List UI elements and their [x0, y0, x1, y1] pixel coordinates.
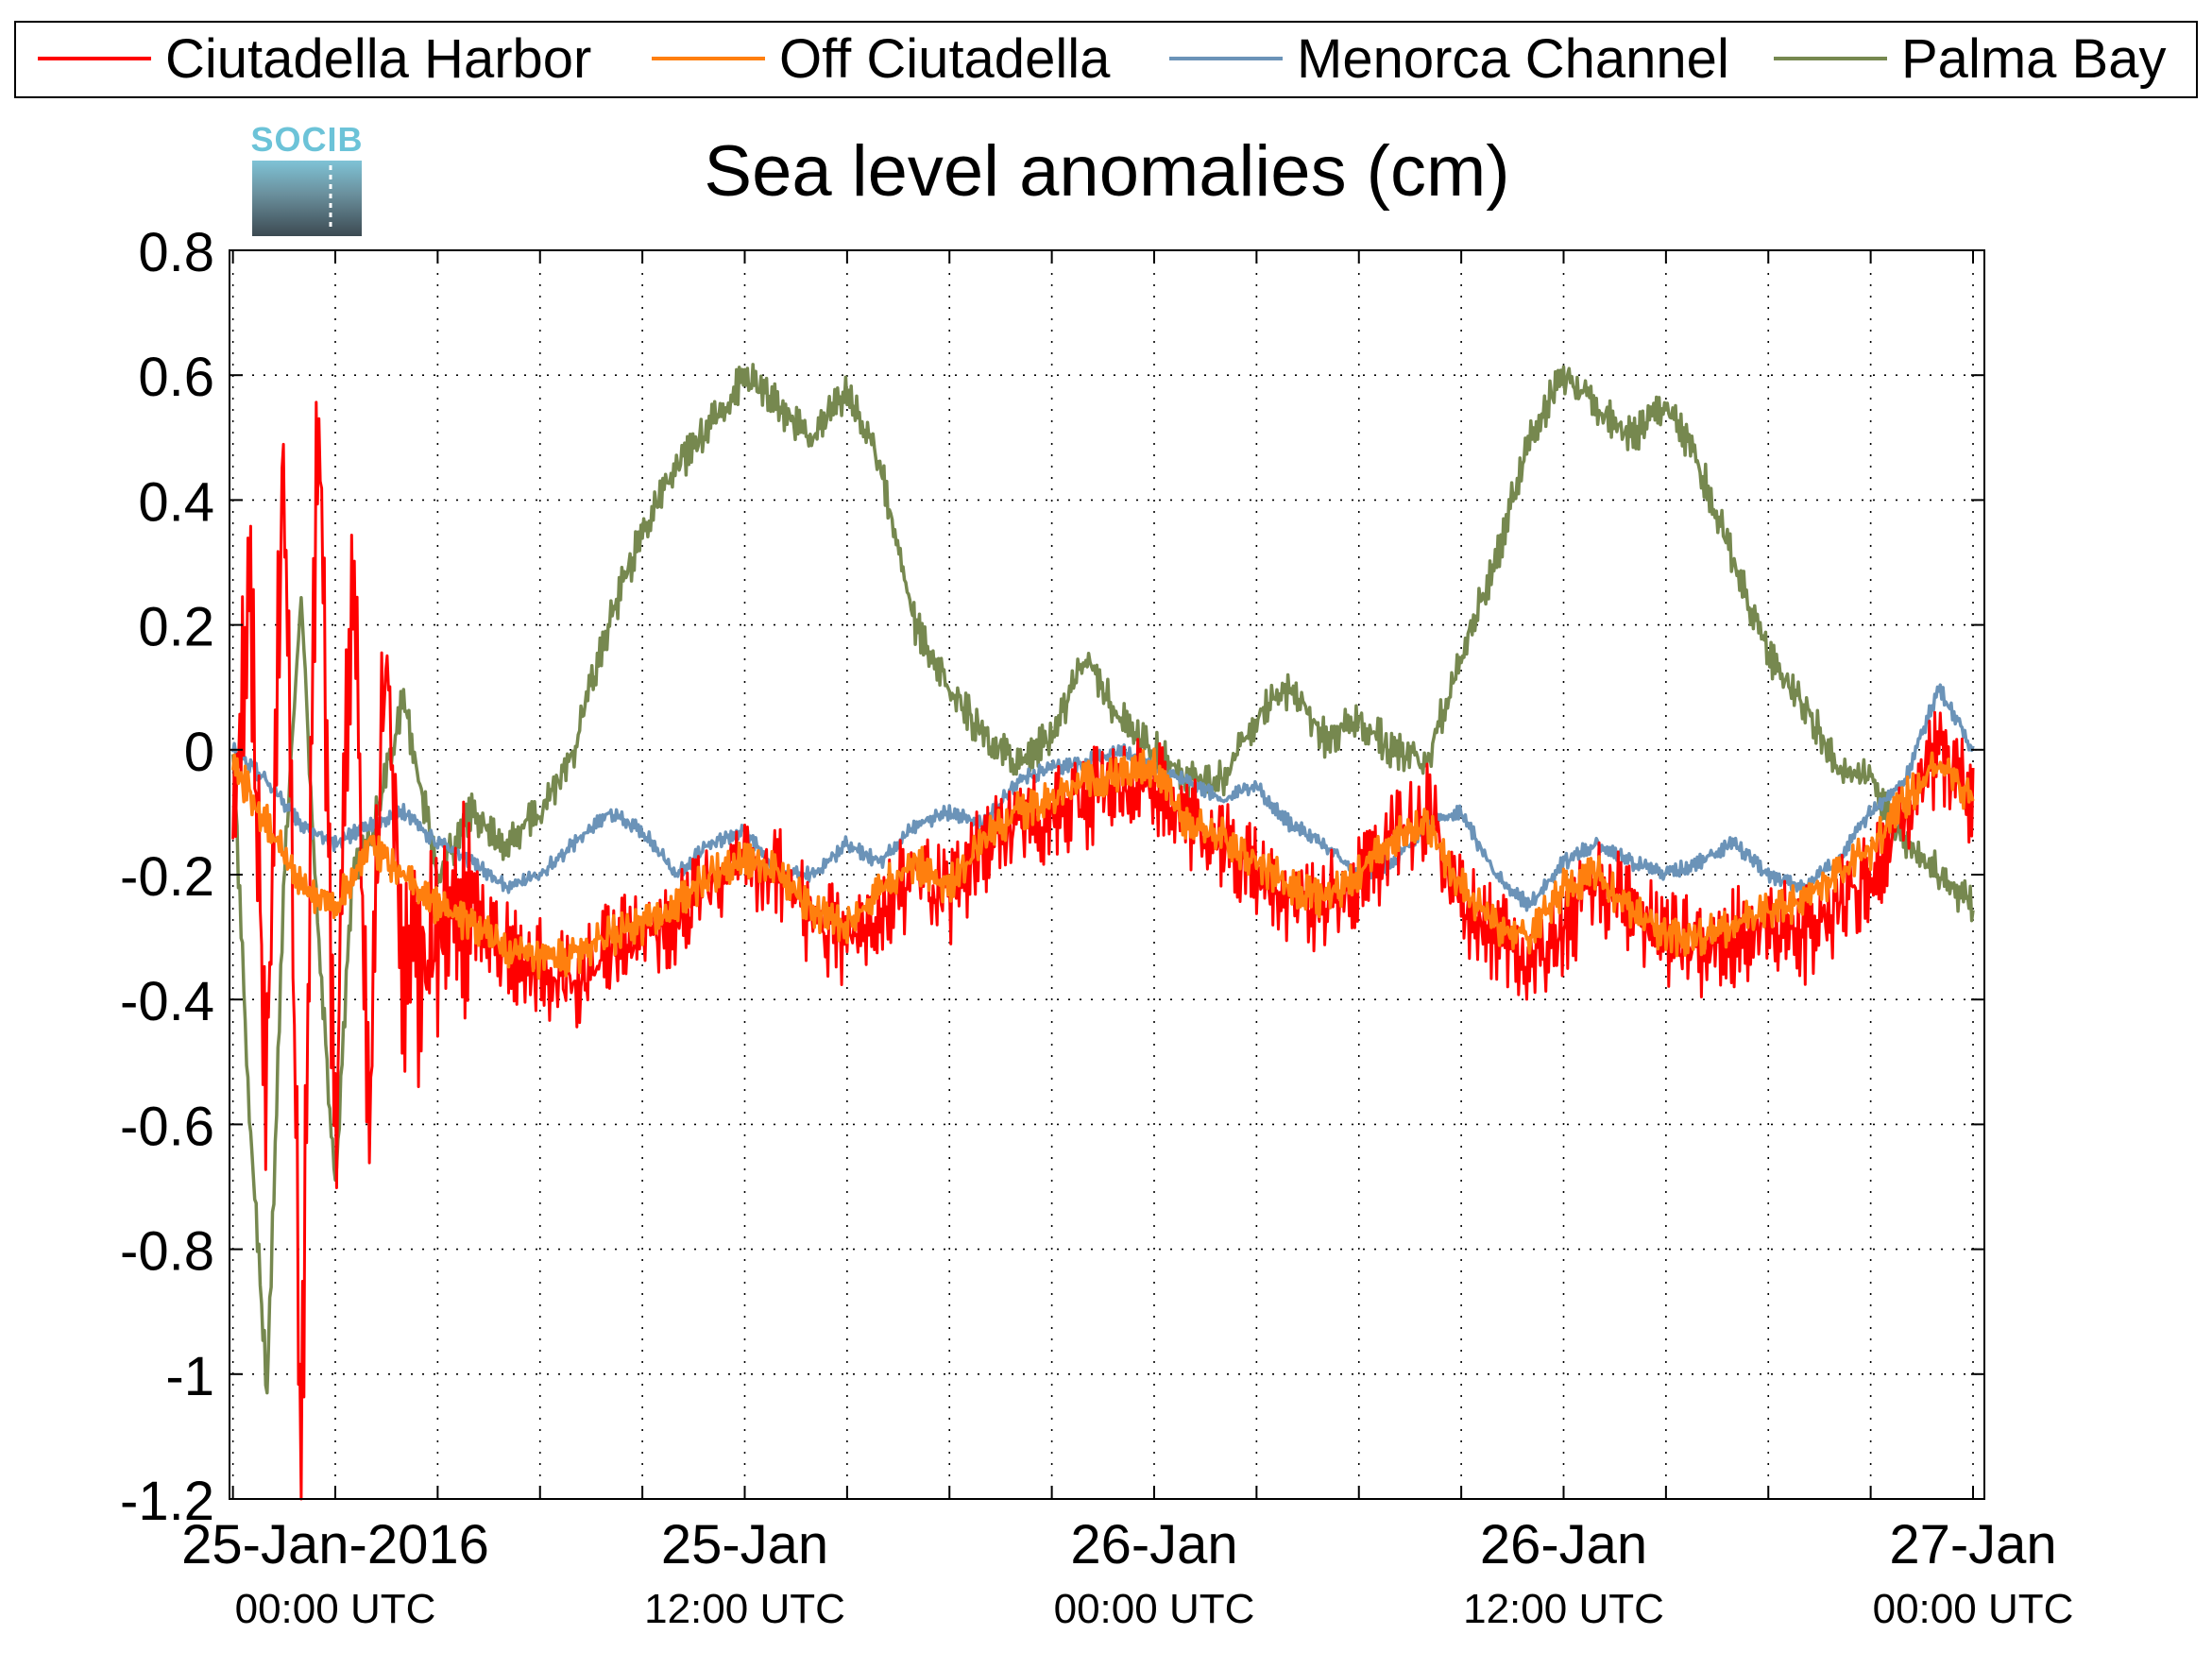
- x-tick-label-date: 25-Jan: [661, 1514, 828, 1575]
- series-line-palma-bay: [230, 363, 1975, 1395]
- y-tick-label: -1.2: [120, 1471, 214, 1532]
- socib-logo: SOCIB: [250, 120, 363, 236]
- x-tick-label-time: 12:00 UTC: [1463, 1586, 1664, 1632]
- y-tick-label: -0.2: [120, 846, 214, 908]
- socib-logo-block: [252, 161, 362, 236]
- y-tick-label: -0.4: [120, 971, 214, 1032]
- y-tick-label: 0.4: [138, 471, 214, 533]
- y-tick-label: -1: [165, 1346, 214, 1407]
- x-tick-label-date: 25-Jan-2016: [181, 1514, 489, 1575]
- legend-label: Menorca Channel: [1297, 28, 1729, 90]
- x-tick-label-date: 26-Jan: [1070, 1514, 1237, 1575]
- socib-logo-text: SOCIB: [250, 120, 363, 159]
- y-tick-label: 0.2: [138, 597, 214, 658]
- legend-label: Palma Bay: [1901, 28, 2166, 90]
- x-tick-label-date: 26-Jan: [1480, 1514, 1647, 1575]
- legend-label: Ciutadella Harbor: [165, 28, 591, 90]
- x-tick-labels: 25-Jan-2016 00:00 UTC 25-Jan 12:00 UTC 26-Ja…: [181, 1514, 2073, 1632]
- legend: Ciutadella Harbor Off Ciutadella Menorca C…: [14, 21, 2198, 98]
- series-layer: [230, 363, 1975, 1501]
- series-line-off-ciutadella: [230, 747, 1975, 980]
- ticks: [230, 249, 1984, 1500]
- y-tick-label: 0.8: [138, 222, 214, 283]
- chart-title: Sea level anomalies (cm): [704, 131, 1509, 212]
- y-tick-label: -0.8: [120, 1221, 214, 1283]
- series-line-ciutadella-harbor: [231, 400, 1975, 1501]
- x-tick-label-time: 12:00 UTC: [644, 1586, 845, 1632]
- y-tick-label: 0: [184, 722, 214, 783]
- legend-label: Off Ciutadella: [779, 28, 1111, 90]
- x-tick-label-time: 00:00 UTC: [1054, 1586, 1255, 1632]
- legend-items: Ciutadella Harbor Off Ciutadella Menorca C…: [38, 28, 2166, 90]
- y-tick-label: -0.6: [120, 1096, 214, 1157]
- x-tick-label-time: 00:00 UTC: [1873, 1586, 2074, 1632]
- x-tick-label-date: 27-Jan: [1889, 1514, 2056, 1575]
- y-tick-label: 0.6: [138, 347, 214, 408]
- x-tick-label-time: 00:00 UTC: [235, 1586, 436, 1632]
- y-tick-labels: -1.2 -1 -0.8 -0.6 -0.4 -0.2 0 0.2 0.4 0.6 0.8: [120, 222, 214, 1532]
